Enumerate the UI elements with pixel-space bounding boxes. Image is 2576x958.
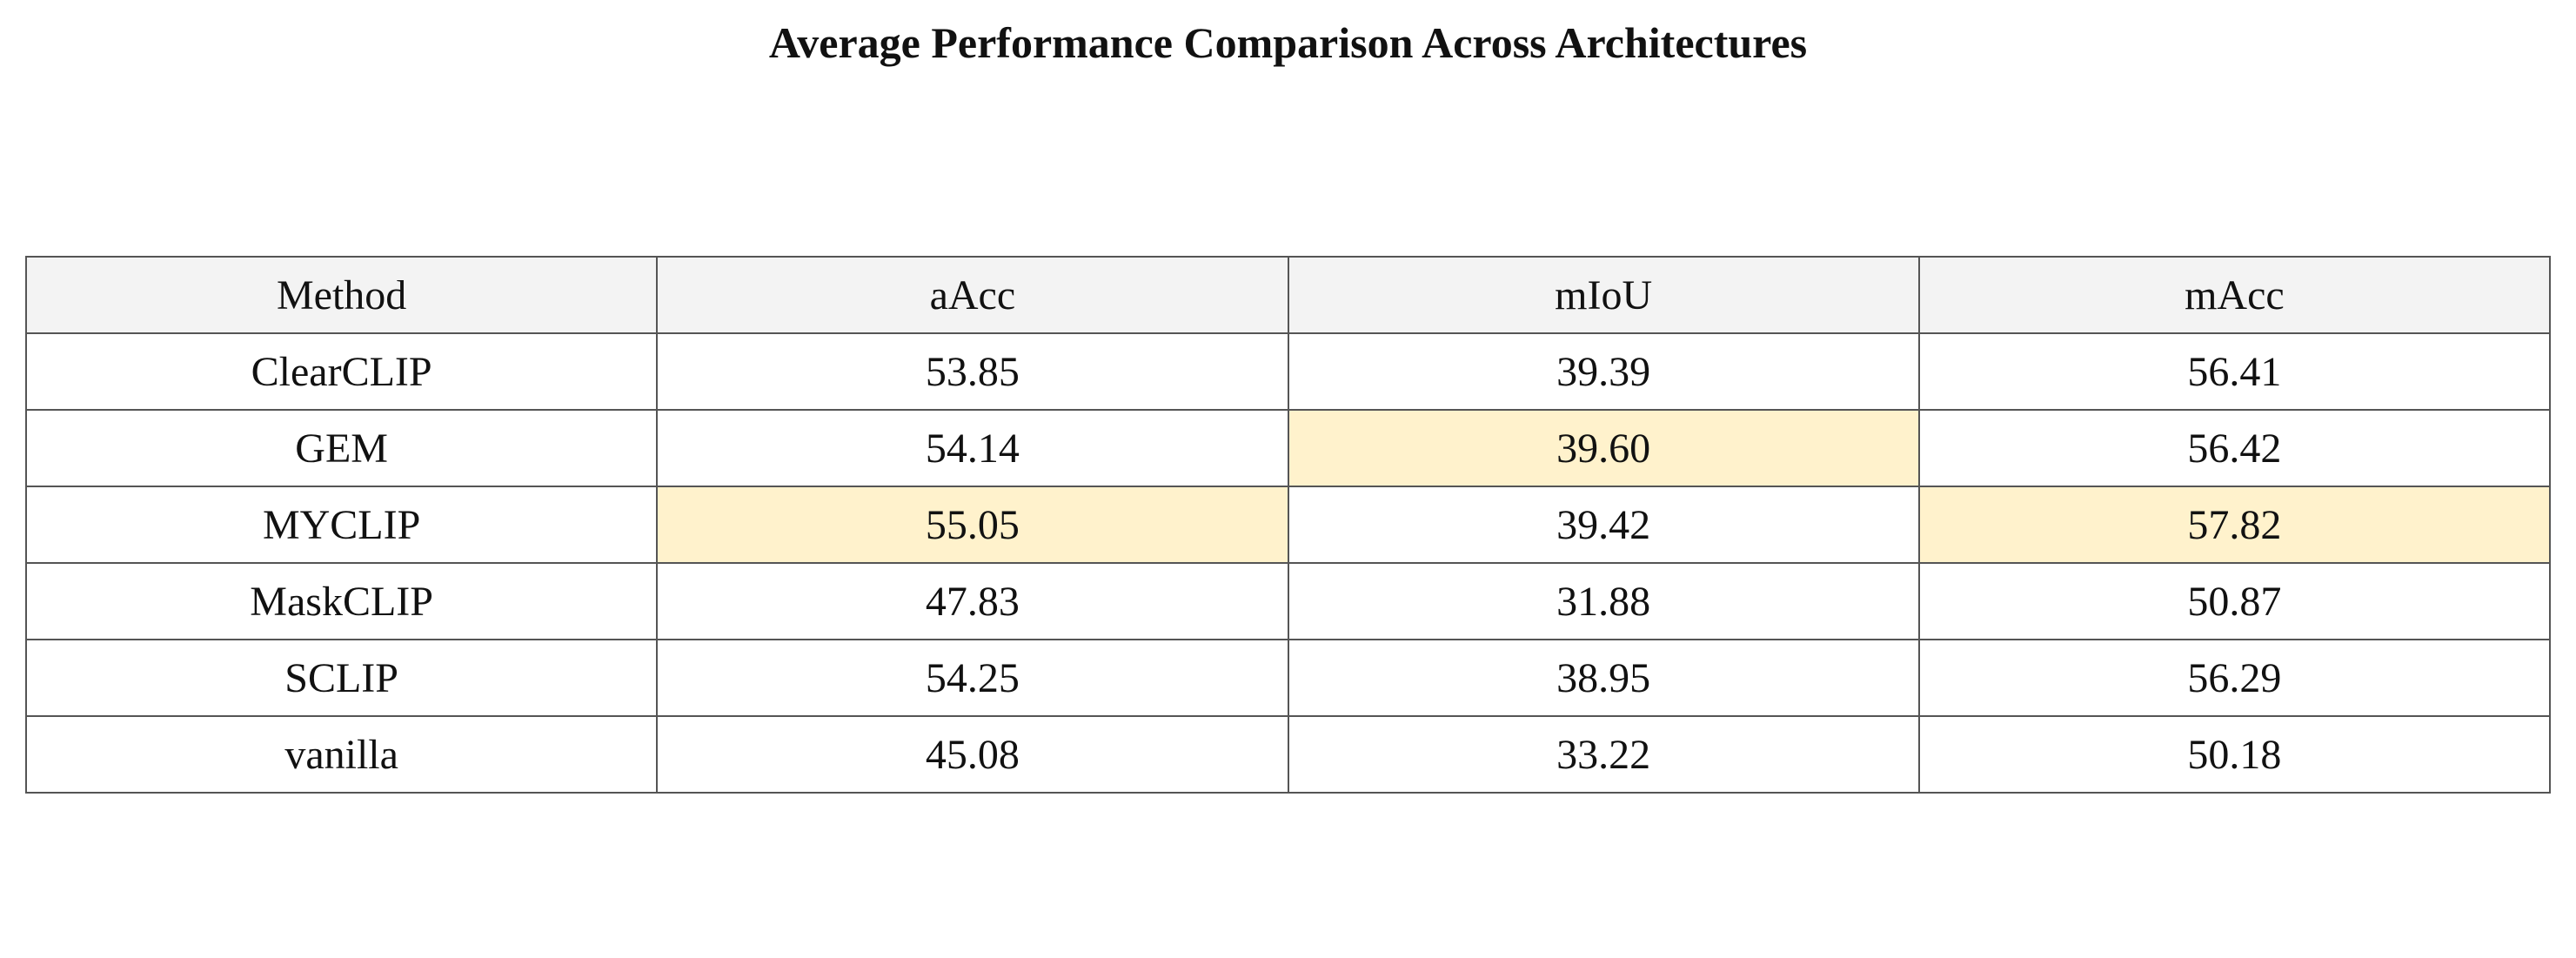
table-body: ClearCLIP 53.85 39.39 56.41 GEM 54.14 39… bbox=[24, 332, 2552, 794]
chart-title: Average Performance Comparison Across Ar… bbox=[768, 18, 1808, 67]
miou-cell: 38.95 bbox=[1287, 639, 1920, 717]
aacc-cell: 54.25 bbox=[656, 639, 1289, 717]
results-table-container: Method aAcc mIoU mAcc ClearCLIP 53.85 39… bbox=[24, 256, 2552, 794]
aacc-cell: 47.83 bbox=[656, 562, 1289, 640]
table-row: MYCLIP 55.05 39.42 57.82 bbox=[24, 486, 2552, 564]
aacc-cell: 53.85 bbox=[656, 332, 1289, 411]
aacc-cell: 45.08 bbox=[656, 715, 1289, 794]
macc-cell: 57.82 bbox=[1917, 486, 2552, 564]
method-cell: MYCLIP bbox=[24, 486, 659, 564]
table-header: Method aAcc mIoU mAcc bbox=[24, 256, 2552, 334]
macc-cell: 56.41 bbox=[1917, 332, 2552, 411]
macc-cell: 50.87 bbox=[1917, 562, 2552, 640]
header-macc: mAcc bbox=[1917, 256, 2552, 334]
macc-cell: 56.29 bbox=[1917, 639, 2552, 717]
miou-cell: 39.42 bbox=[1287, 486, 1920, 564]
aacc-cell: 55.05 bbox=[656, 486, 1289, 564]
macc-cell: 56.42 bbox=[1917, 409, 2552, 487]
method-cell: SCLIP bbox=[24, 639, 659, 717]
table-row: ClearCLIP 53.85 39.39 56.41 bbox=[24, 332, 2552, 411]
method-cell: vanilla bbox=[24, 715, 659, 794]
table-row: SCLIP 54.25 38.95 56.29 bbox=[24, 639, 2552, 717]
macc-cell: 50.18 bbox=[1917, 715, 2552, 794]
header-method: Method bbox=[24, 256, 659, 334]
miou-cell: 39.60 bbox=[1287, 409, 1920, 487]
results-table: Method aAcc mIoU mAcc ClearCLIP 53.85 39… bbox=[24, 256, 2552, 794]
miou-cell: 33.22 bbox=[1287, 715, 1920, 794]
table-row: MaskCLIP 47.83 31.88 50.87 bbox=[24, 562, 2552, 640]
aacc-cell: 54.14 bbox=[656, 409, 1289, 487]
miou-cell: 39.39 bbox=[1287, 332, 1920, 411]
table-row: GEM 54.14 39.60 56.42 bbox=[24, 409, 2552, 487]
miou-cell: 31.88 bbox=[1287, 562, 1920, 640]
method-cell: GEM bbox=[24, 409, 659, 487]
header-row: Method aAcc mIoU mAcc bbox=[24, 256, 2552, 334]
table-row: vanilla 45.08 33.22 50.18 bbox=[24, 715, 2552, 794]
header-aacc: aAcc bbox=[656, 256, 1289, 334]
header-miou: mIoU bbox=[1287, 256, 1920, 334]
method-cell: ClearCLIP bbox=[24, 332, 659, 411]
method-cell: MaskCLIP bbox=[24, 562, 659, 640]
